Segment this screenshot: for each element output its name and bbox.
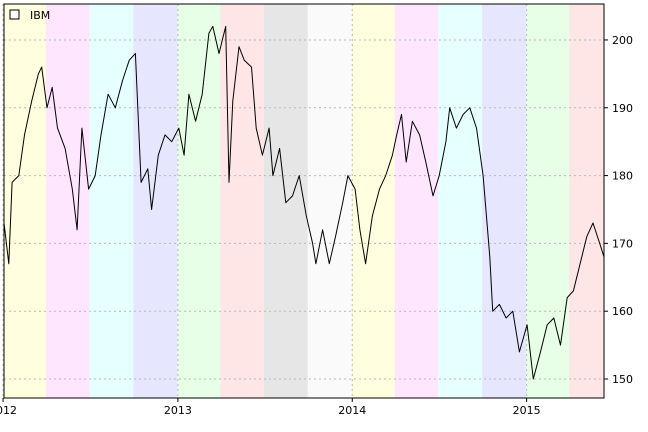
- y-tick-label: 170: [612, 237, 633, 250]
- quarter-band-5: [220, 4, 264, 398]
- quarter-band-13: [569, 4, 604, 398]
- series-lines: [3, 25, 605, 380]
- y-tick-label: 150: [612, 373, 633, 386]
- quarter-band-9: [394, 4, 439, 398]
- y-tick-label: 160: [612, 305, 633, 318]
- series-line-0: [3, 25, 605, 380]
- quarter-band-4: [177, 4, 221, 398]
- quarter-band-8: [351, 4, 395, 398]
- y-tick-label: 200: [612, 34, 633, 47]
- x-tick-label: 2013: [164, 404, 192, 417]
- x-tick-label: 2014: [338, 404, 366, 417]
- quarter-band-10: [438, 4, 483, 398]
- x-axis: 2012 2013 2014 2015: [0, 398, 541, 417]
- x-tick-label: 2015: [513, 404, 541, 417]
- quarter-band-2: [89, 4, 134, 398]
- y-axis: 150 160 170 180 190 200: [604, 34, 633, 386]
- y-tick-label: 180: [612, 170, 633, 183]
- legend: IBM: [9, 9, 50, 22]
- y-tick-label: 190: [612, 102, 633, 115]
- quarter-band-7: [307, 4, 352, 398]
- quarter-band-0: [4, 4, 47, 398]
- plot-frame: [3, 3, 605, 399]
- quarter-band-11: [482, 4, 527, 398]
- legend-swatch: [9, 9, 20, 20]
- x-tick-label: 2012: [0, 404, 17, 417]
- grid-lines: [2, 4, 604, 398]
- quarter-band-12: [526, 4, 570, 398]
- quarter-band-1: [46, 4, 90, 398]
- legend-label: IBM: [30, 9, 50, 22]
- quarter-band-3: [133, 4, 178, 398]
